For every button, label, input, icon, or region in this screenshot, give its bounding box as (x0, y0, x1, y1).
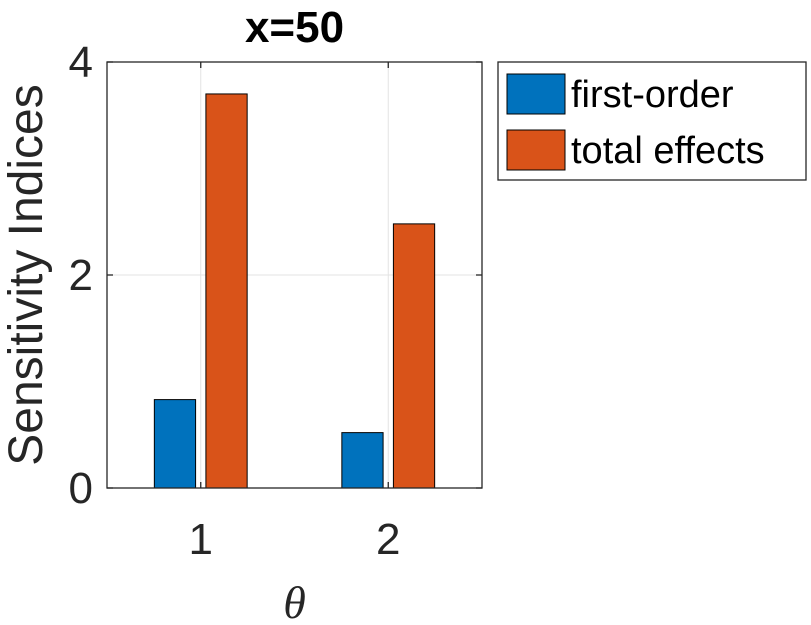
legend-swatch (506, 129, 566, 171)
chart-title: x=50 (245, 3, 344, 52)
x-tick-label: 1 (189, 515, 213, 564)
y-tick-label: 2 (69, 251, 93, 300)
bar-total-effects-2 (392, 223, 436, 489)
legend-items: first-order total effects (506, 73, 765, 172)
x-tick-label: 2 (376, 515, 400, 564)
bars (153, 93, 436, 489)
y-axis-label: Sensitivity Indices (0, 84, 53, 466)
y-tick-label: 4 (69, 38, 93, 87)
legend-swatch (506, 73, 566, 115)
bar-first-order-1 (153, 399, 197, 489)
axis-ticks: 0 2 4 1 2 (69, 38, 482, 564)
y-tick-label: 0 (69, 464, 93, 513)
bar-first-order-2 (341, 432, 384, 489)
legend: first-order total effects (497, 61, 807, 181)
x-axis-label: θ (283, 577, 306, 625)
legend-label: total effects (571, 130, 765, 172)
bar-total-effects-1 (205, 93, 248, 489)
legend-label: first-order (571, 74, 734, 116)
